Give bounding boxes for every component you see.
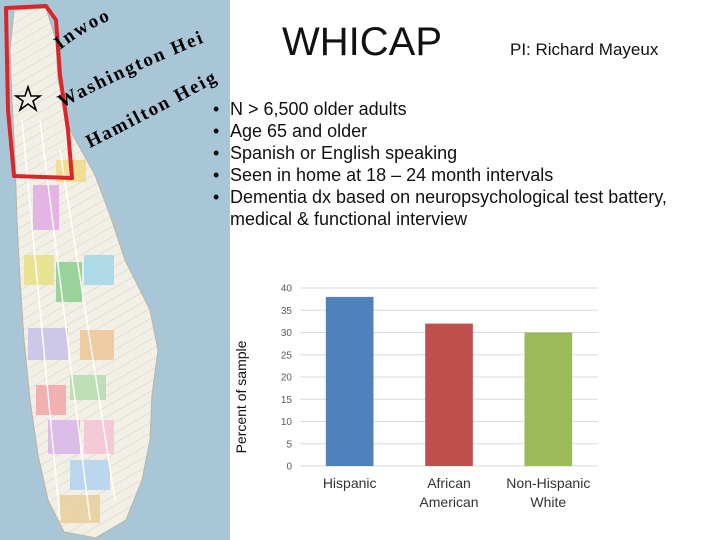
bar xyxy=(524,332,573,466)
avenue-line xyxy=(59,149,116,501)
neighborhood-morningside xyxy=(33,185,59,230)
y-tick-label: 25 xyxy=(281,350,293,361)
x-axis-categories: Hispanic African American Non-Hispanic White xyxy=(323,475,591,510)
y-axis-ticks: 0 5 10 15 20 25 30 35 40 xyxy=(281,284,293,473)
star-icon xyxy=(13,84,43,113)
neighborhood-chelsea xyxy=(36,385,66,415)
y-tick-label: 5 xyxy=(286,439,292,450)
y-tick-label: 30 xyxy=(281,328,293,339)
bullet-item: Dementia dx based on neuropsychological … xyxy=(213,186,713,230)
x-category-label: Hispanic xyxy=(323,475,377,491)
neighborhood-east-village xyxy=(84,420,114,454)
y-tick-label: 10 xyxy=(281,417,293,428)
neighborhood-lower-manhattan xyxy=(60,495,100,523)
bar xyxy=(425,323,473,466)
slide-title: WHICAP xyxy=(282,20,442,64)
bar-chart: 0 5 10 15 20 25 30 35 40 Hispanic African American… xyxy=(233,284,598,510)
map-graphic: Inwood Washington Heights Hamilton Heigh… xyxy=(0,0,230,540)
x-category-label: African American xyxy=(419,475,478,510)
y-tick-label: 35 xyxy=(281,306,293,317)
neighborhood-gramercy xyxy=(70,375,106,400)
bullet-list: N > 6,500 older adults Age 65 and older … xyxy=(213,98,713,230)
chart-bars xyxy=(325,296,573,466)
bullet-item: N > 6,500 older adults xyxy=(213,98,713,120)
neighborhood-upper-west-side xyxy=(24,255,54,285)
bar xyxy=(325,296,374,466)
y-axis-label: Percent of sample xyxy=(233,340,249,453)
bullet-item: Age 65 and older xyxy=(213,120,713,142)
y-tick-label: 20 xyxy=(281,373,293,384)
manhattan-map: Inwood Washington Heights Hamilton Heigh… xyxy=(0,0,230,540)
study-area-outline xyxy=(4,4,74,180)
bullet-item: Spanish or English speaking xyxy=(213,142,713,164)
y-tick-label: 0 xyxy=(286,462,292,473)
y-tick-label: 15 xyxy=(281,395,293,406)
avenue-line xyxy=(21,119,61,521)
avenue-line xyxy=(39,119,91,521)
neighborhood-upper-east-side xyxy=(84,255,114,285)
neighborhood-midtown-west xyxy=(28,328,68,360)
x-category-label: Non-Hispanic White xyxy=(506,475,590,510)
y-tick-label: 40 xyxy=(281,284,293,295)
neighborhood-tribeca xyxy=(70,460,110,490)
principal-investigator: PI: Richard Mayeux xyxy=(510,40,659,59)
neighborhood-midtown-east xyxy=(80,330,114,360)
bullet-item: Seen in home at 18 – 24 month intervals xyxy=(213,164,713,186)
